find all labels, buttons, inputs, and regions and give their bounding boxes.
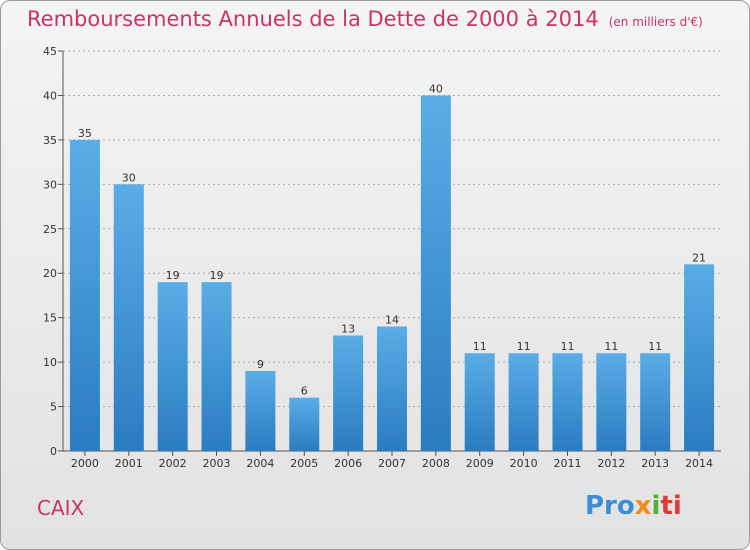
bar: [377, 326, 407, 451]
data-label: 35: [78, 127, 92, 140]
bar: [420, 95, 451, 451]
data-label: 40: [429, 82, 443, 95]
x-tick-label: 2008: [422, 457, 450, 470]
chart-subtitle: (en milliers d'€): [608, 15, 703, 29]
bar: [464, 353, 495, 451]
y-tick-label: 45: [43, 45, 57, 58]
y-tick-label: 30: [43, 178, 57, 191]
data-labels: 35 30 19 19 9 6 13 14 40 11 11 11 11 11 21: [78, 82, 706, 397]
logo-part-4: ti: [660, 491, 682, 521]
bar: [289, 397, 320, 451]
data-label: 30: [122, 171, 136, 184]
bar: [333, 335, 364, 451]
data-label: 21: [692, 251, 706, 264]
x-tick-label: 2004: [246, 457, 274, 470]
data-label: 14: [385, 314, 399, 327]
y-tick-label: 35: [43, 134, 57, 147]
place-name: CAIX: [37, 496, 85, 520]
data-label: 11: [517, 340, 531, 353]
data-label: 19: [210, 269, 224, 282]
y-tick-label: 40: [43, 89, 57, 102]
bar: [640, 353, 671, 451]
data-label: 6: [301, 385, 308, 398]
y-tick-label: 10: [43, 356, 57, 369]
logo-part-3: i: [651, 491, 661, 521]
data-label: 11: [604, 340, 618, 353]
x-tick-label: 2013: [641, 457, 669, 470]
data-label: 11: [560, 340, 574, 353]
x-tick-label: 2012: [597, 457, 625, 470]
y-tick-label: 5: [50, 401, 57, 414]
data-label: 13: [341, 322, 355, 335]
bar: [201, 282, 232, 451]
bar: [508, 353, 539, 451]
data-label: 11: [473, 340, 487, 353]
chart-title: Remboursements Annuels de la Dette de 20…: [27, 7, 703, 31]
x-tick-label: 2005: [290, 457, 318, 470]
y-tick-label: 20: [43, 267, 57, 280]
x-tick-label: 2001: [115, 457, 143, 470]
x-tick-label: 2011: [553, 457, 581, 470]
logo-part-1: Pro: [585, 491, 635, 521]
bars: [69, 95, 715, 452]
x-tick-label: 2006: [334, 457, 362, 470]
bar: [113, 184, 144, 452]
bar: [245, 371, 276, 451]
data-label: 9: [257, 358, 264, 371]
proxiti-logo[interactable]: Proxiti: [585, 491, 682, 521]
x-tick-label: 2007: [378, 457, 406, 470]
x-tick-label: 2002: [159, 457, 187, 470]
chart-title-text: Remboursements Annuels de la Dette de 20…: [27, 7, 599, 31]
y-tick-label: 25: [43, 223, 57, 236]
logo-part-2: x: [634, 491, 652, 521]
x-tick-label: 2014: [685, 457, 713, 470]
bar: [552, 353, 583, 451]
y-tick-label: 15: [43, 312, 57, 325]
bar: [684, 264, 715, 451]
tick-labels: 0 5 10 15 20 25 30 35 40 45 2000 2001 2002 2003 2004 20…: [43, 45, 713, 470]
y-tick-label: 0: [50, 445, 57, 458]
data-label: 19: [166, 269, 180, 282]
x-tick-label: 2003: [203, 457, 231, 470]
data-label: 11: [648, 340, 662, 353]
x-tick-label: 2009: [466, 457, 494, 470]
x-tick-label: 2000: [71, 457, 99, 470]
bar: [69, 139, 100, 451]
bar: [157, 282, 188, 451]
x-tick-label: 2010: [510, 457, 538, 470]
bar: [596, 353, 627, 451]
